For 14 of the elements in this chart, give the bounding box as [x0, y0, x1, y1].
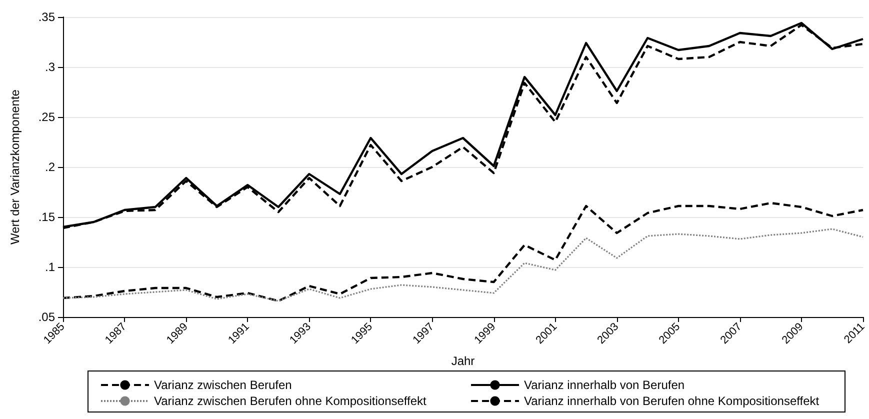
y-tick-label: .2	[44, 160, 56, 174]
y-tick-label: .05	[38, 310, 56, 324]
y-tick-label: .25	[38, 110, 56, 124]
y-tick-label: .1	[44, 260, 56, 274]
y-tick-label: .15	[38, 210, 56, 224]
legend-label: Varianz zwischen Berufen	[154, 378, 292, 392]
y-tick-label: .35	[38, 10, 56, 24]
legend-label: Varianz zwischen Berufen ohne Kompositionseffekt	[154, 394, 428, 408]
legend-label: Varianz innerhalb von Berufen	[524, 378, 685, 392]
y-axis-title: Wert der Varianzkomponente	[8, 89, 22, 244]
y-tick-label: .3	[44, 60, 56, 74]
legend-label: Varianz innerhalb von Berufen ohne Kompositionseffekt	[524, 394, 820, 408]
line-series	[62, 228, 864, 302]
x-axis-title: Jahr	[451, 354, 475, 368]
